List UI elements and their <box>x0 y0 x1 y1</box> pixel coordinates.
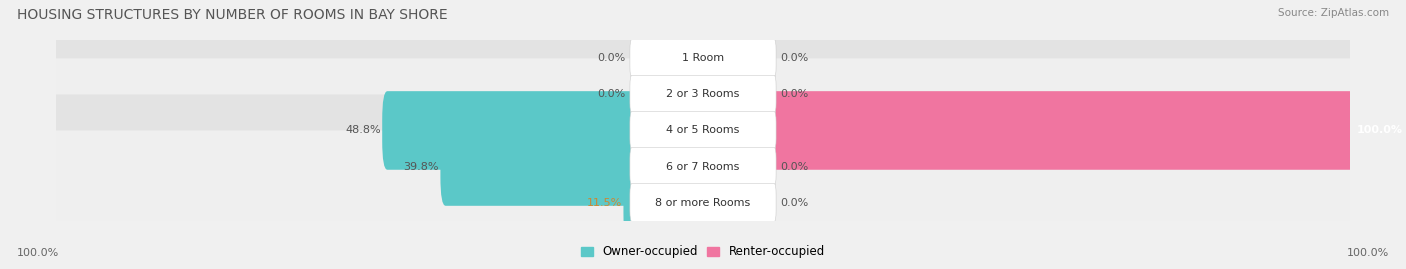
Text: 0.0%: 0.0% <box>780 197 808 208</box>
FancyBboxPatch shape <box>46 22 1360 167</box>
Text: Source: ZipAtlas.com: Source: ZipAtlas.com <box>1278 8 1389 18</box>
Legend: Owner-occupied, Renter-occupied: Owner-occupied, Renter-occupied <box>576 241 830 263</box>
Text: 1 Room: 1 Room <box>682 53 724 63</box>
FancyBboxPatch shape <box>440 127 709 206</box>
FancyBboxPatch shape <box>665 19 709 98</box>
FancyBboxPatch shape <box>697 127 741 206</box>
FancyBboxPatch shape <box>46 58 1360 203</box>
FancyBboxPatch shape <box>630 183 776 222</box>
Text: 0.0%: 0.0% <box>780 89 808 100</box>
Text: 6 or 7 Rooms: 6 or 7 Rooms <box>666 161 740 172</box>
FancyBboxPatch shape <box>697 163 741 242</box>
Text: 8 or more Rooms: 8 or more Rooms <box>655 197 751 208</box>
Text: 100.0%: 100.0% <box>17 248 59 258</box>
FancyBboxPatch shape <box>46 0 1360 130</box>
Text: 48.8%: 48.8% <box>346 125 381 136</box>
Text: 11.5%: 11.5% <box>586 197 621 208</box>
Text: HOUSING STRUCTURES BY NUMBER OF ROOMS IN BAY SHORE: HOUSING STRUCTURES BY NUMBER OF ROOMS IN… <box>17 8 447 22</box>
FancyBboxPatch shape <box>623 163 709 242</box>
Text: 0.0%: 0.0% <box>780 161 808 172</box>
FancyBboxPatch shape <box>630 147 776 186</box>
FancyBboxPatch shape <box>697 91 1355 170</box>
Text: 0.0%: 0.0% <box>780 53 808 63</box>
FancyBboxPatch shape <box>46 130 1360 269</box>
Text: 2 or 3 Rooms: 2 or 3 Rooms <box>666 89 740 100</box>
Text: 4 or 5 Rooms: 4 or 5 Rooms <box>666 125 740 136</box>
FancyBboxPatch shape <box>697 55 741 134</box>
FancyBboxPatch shape <box>697 19 741 98</box>
FancyBboxPatch shape <box>382 91 709 170</box>
FancyBboxPatch shape <box>630 75 776 114</box>
Text: 0.0%: 0.0% <box>598 89 626 100</box>
Text: 39.8%: 39.8% <box>404 161 439 172</box>
FancyBboxPatch shape <box>665 55 709 134</box>
FancyBboxPatch shape <box>46 94 1360 239</box>
Text: 100.0%: 100.0% <box>1347 248 1389 258</box>
Text: 100.0%: 100.0% <box>1357 125 1402 136</box>
FancyBboxPatch shape <box>630 39 776 77</box>
FancyBboxPatch shape <box>630 111 776 150</box>
Text: 0.0%: 0.0% <box>598 53 626 63</box>
